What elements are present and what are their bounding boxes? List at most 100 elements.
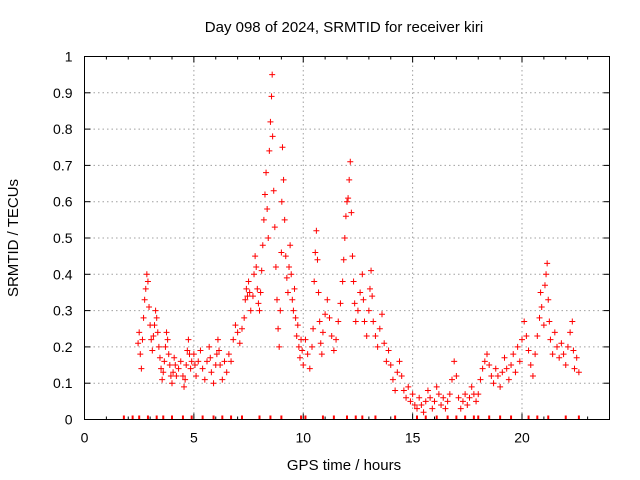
data-point: [538, 303, 545, 310]
data-point: [148, 336, 155, 343]
data-point: [347, 158, 354, 165]
data-point: [142, 285, 149, 292]
data-point: [374, 343, 381, 350]
data-point: [468, 383, 475, 390]
y-tick-label: 0.8: [53, 121, 73, 137]
data-point: [490, 380, 497, 387]
data-point: [571, 365, 578, 372]
axis-ticks: [84, 56, 610, 420]
data-point: [558, 340, 565, 347]
data-point: [407, 398, 414, 405]
data-point: [197, 347, 204, 354]
data-point: [299, 347, 306, 354]
data-point: [183, 362, 190, 369]
data-point: [254, 285, 261, 292]
data-point: [306, 365, 313, 372]
data-point: [333, 336, 340, 343]
x-tick-label: 5: [190, 430, 198, 446]
data-point: [313, 227, 320, 234]
data-point: [540, 322, 547, 329]
data-point: [221, 358, 228, 365]
data-point: [141, 296, 148, 303]
data-point: [503, 365, 510, 372]
data-point: [573, 354, 580, 361]
data-point: [492, 365, 499, 372]
data-point: [444, 398, 451, 405]
data-point: [541, 282, 548, 289]
data-point: [385, 347, 392, 354]
x-axis-label: GPS time / hours: [287, 457, 401, 474]
data-point: [499, 369, 506, 376]
data-point: [545, 296, 552, 303]
data-point: [266, 147, 273, 154]
data-point: [255, 300, 262, 307]
data-point: [311, 278, 318, 285]
data-point: [293, 333, 300, 340]
data-point: [267, 118, 274, 125]
data-point: [169, 380, 175, 387]
data-point: [290, 307, 297, 314]
data-point: [246, 289, 253, 296]
data-point: [365, 307, 372, 314]
y-tick-label: 0.6: [53, 194, 73, 210]
data-point: [464, 401, 471, 408]
data-point: [449, 376, 455, 383]
data-point: [544, 260, 551, 267]
data-point: [381, 340, 388, 347]
data-point: [206, 343, 213, 350]
data-point: [312, 249, 319, 256]
data-point: [411, 401, 418, 408]
data-point: [236, 340, 243, 347]
data-point: [368, 267, 375, 274]
data-point: [392, 387, 399, 394]
data-point: [253, 264, 260, 271]
data-point: [341, 235, 348, 241]
data-point: [166, 362, 173, 369]
y-tick-label: 0.5: [53, 230, 73, 246]
data-point: [230, 336, 237, 343]
data-point: [302, 336, 309, 343]
data-point: [516, 358, 523, 365]
data-point: [479, 365, 486, 372]
data-point: [433, 383, 440, 390]
data-point: [546, 318, 553, 325]
data-point: [567, 329, 574, 336]
data-point: [562, 362, 569, 369]
data-point: [403, 394, 410, 401]
data-point: [245, 278, 252, 285]
data-point: [272, 264, 279, 271]
data-point: [257, 289, 264, 296]
data-point: [213, 351, 220, 358]
data-point: [182, 376, 189, 383]
data-point: [315, 289, 322, 296]
data-point: [281, 216, 288, 223]
y-tick-label: 1: [65, 49, 73, 65]
data-point: [508, 362, 515, 369]
data-point: [160, 369, 167, 376]
data-point: [369, 293, 376, 300]
data-point: [199, 365, 206, 372]
data-point: [177, 358, 184, 365]
data-point: [265, 235, 272, 241]
data-point: [165, 351, 172, 358]
data-point: [435, 391, 442, 398]
data-point: [261, 191, 268, 198]
data-point: [366, 285, 373, 292]
data-point: [405, 383, 412, 390]
data-point: [173, 372, 180, 379]
data-point: [501, 354, 508, 361]
data-point: [243, 285, 250, 292]
data-point: [276, 343, 283, 350]
data-point: [283, 274, 290, 281]
data-point: [279, 144, 286, 151]
data-point: [135, 340, 142, 347]
data-point: [529, 372, 536, 379]
data-point: [351, 300, 358, 307]
data-point: [486, 362, 493, 369]
data-point: [556, 354, 563, 361]
data-point: [242, 296, 249, 303]
data-point: [269, 133, 276, 140]
data-point: [420, 409, 427, 416]
data-point: [326, 314, 333, 321]
